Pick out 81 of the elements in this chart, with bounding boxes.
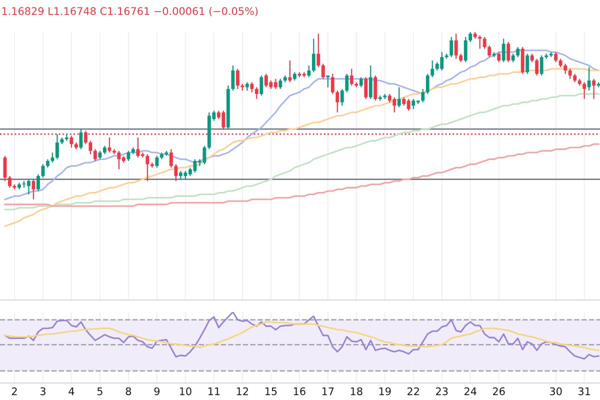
- candlestick: [535, 58, 539, 76]
- candlestick: [94, 148, 97, 162]
- candlestick: [506, 41, 510, 63]
- x-tick-label: 2: [12, 387, 17, 396]
- candlestick: [564, 63, 568, 74]
- x-tick-label: 31: [578, 387, 590, 396]
- candlestick: [312, 38, 316, 73]
- candlestick: [326, 74, 330, 88]
- candlestick: [430, 60, 434, 78]
- candlestick: [450, 36, 454, 58]
- candlestick: [146, 154, 150, 182]
- candlestick: [540, 54, 544, 76]
- candlestick: [421, 88, 425, 103]
- candlestick: [231, 64, 235, 92]
- x-tick-label: 26: [492, 387, 505, 396]
- candlestick: [56, 134, 59, 160]
- candlestick: [426, 73, 430, 94]
- candlestick: [340, 88, 344, 106]
- x-tick-label: 12: [236, 387, 248, 396]
- candlestick: [359, 76, 363, 88]
- candlestick: [488, 44, 492, 58]
- candlestick: [254, 86, 258, 100]
- candlestick: [288, 60, 292, 83]
- candlestick: [345, 73, 349, 93]
- candlestick: [169, 148, 173, 168]
- x-tick-label: 5: [97, 387, 102, 396]
- candlestick: [587, 66, 591, 92]
- x-tick-label: 18: [350, 387, 362, 396]
- candlestick: [520, 46, 524, 74]
- candlestick: [592, 78, 596, 100]
- candlestick: [464, 36, 468, 63]
- candlestick: [250, 82, 254, 93]
- candlestick: [236, 68, 240, 90]
- x-tick-label: 24: [464, 387, 476, 396]
- candlestick: [155, 155, 159, 168]
- candlestick: [150, 162, 154, 168]
- candlestick: [478, 34, 482, 50]
- x-tick-label: 30: [550, 387, 562, 396]
- candlestick: [554, 52, 558, 63]
- candlestick: [8, 175, 12, 188]
- candlestick: [568, 68, 572, 80]
- candlestick: [526, 53, 530, 74]
- candlestick: [336, 90, 340, 113]
- x-tick-label: 16: [294, 387, 306, 396]
- candlestick: [582, 82, 586, 100]
- x-tick-label: 17: [322, 387, 334, 396]
- candlestick: [126, 150, 130, 162]
- candlestick: [502, 38, 506, 63]
- candlestick: [278, 78, 282, 90]
- candlestick: [364, 76, 368, 100]
- candlestick: [330, 73, 334, 94]
- candlestick: [307, 64, 311, 78]
- candlestick: [350, 68, 354, 86]
- x-tick-label: 23: [436, 387, 448, 396]
- candlestick: [482, 36, 486, 50]
- text: 1.16829 L1.16748 C1.16761 −0.00061 (−0.05%): [2, 6, 258, 16]
- x-tick-label: 22: [408, 387, 419, 396]
- candlestick: [454, 33, 458, 60]
- x-tick-label: 19: [379, 387, 391, 396]
- candlestick: [36, 174, 40, 192]
- candlestick: [260, 74, 264, 96]
- x-tick-label: 4: [68, 387, 74, 396]
- candlestick: [516, 46, 520, 58]
- candlestick: [174, 164, 178, 182]
- candlestick: [316, 33, 320, 68]
- x-tick-label: 11: [208, 387, 220, 396]
- x-tick-label: 9: [154, 387, 160, 396]
- candlestick: [108, 136, 112, 154]
- candlestick: [65, 134, 68, 142]
- candlestick: [321, 63, 325, 80]
- candlestick: [468, 31, 472, 43]
- candlestick: [50, 152, 54, 164]
- candlestick: [374, 74, 378, 102]
- candlestick: [112, 148, 116, 155]
- x-tick-label: 10: [180, 387, 192, 396]
- candlestick: [497, 52, 501, 63]
- candlestick: [368, 64, 372, 100]
- x-tick-label: 8: [126, 387, 132, 396]
- candlestick: [397, 86, 401, 108]
- x-tick-label: 3: [40, 387, 46, 396]
- x-tick-label: 15: [265, 387, 277, 396]
